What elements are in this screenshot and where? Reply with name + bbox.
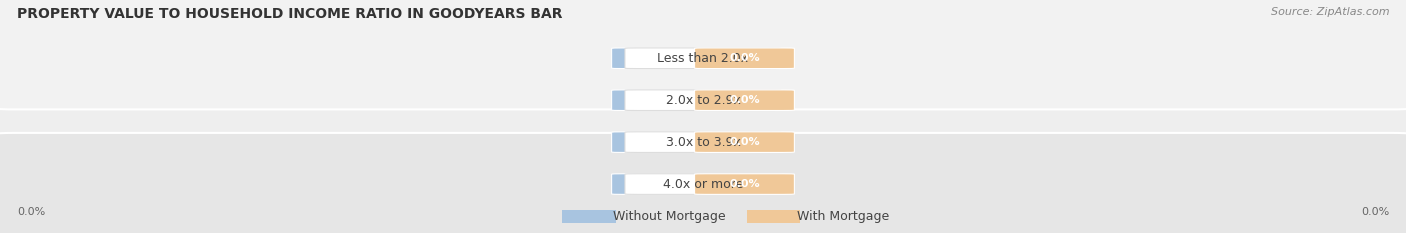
FancyBboxPatch shape xyxy=(562,209,616,223)
FancyBboxPatch shape xyxy=(612,48,711,69)
FancyBboxPatch shape xyxy=(612,132,711,152)
FancyBboxPatch shape xyxy=(624,174,782,194)
FancyBboxPatch shape xyxy=(695,132,794,152)
Text: 0.0%: 0.0% xyxy=(730,95,759,105)
Text: Less than 2.0x: Less than 2.0x xyxy=(658,52,748,65)
Text: Without Mortgage: Without Mortgage xyxy=(613,209,725,223)
Text: 0.0%: 0.0% xyxy=(730,53,759,63)
Text: 0.0%: 0.0% xyxy=(647,95,676,105)
FancyBboxPatch shape xyxy=(612,90,711,110)
Text: 0.0%: 0.0% xyxy=(647,53,676,63)
FancyBboxPatch shape xyxy=(0,0,1406,110)
Text: 4.0x or more: 4.0x or more xyxy=(662,178,744,191)
Text: 0.0%: 0.0% xyxy=(1361,207,1389,217)
FancyBboxPatch shape xyxy=(0,133,1406,233)
Text: 2.0x to 2.9x: 2.0x to 2.9x xyxy=(665,94,741,107)
Text: 0.0%: 0.0% xyxy=(730,137,759,147)
FancyBboxPatch shape xyxy=(747,209,800,223)
FancyBboxPatch shape xyxy=(624,90,782,110)
Text: PROPERTY VALUE TO HOUSEHOLD INCOME RATIO IN GOODYEARS BAR: PROPERTY VALUE TO HOUSEHOLD INCOME RATIO… xyxy=(17,7,562,21)
FancyBboxPatch shape xyxy=(695,48,794,69)
FancyBboxPatch shape xyxy=(624,48,782,69)
Text: 3.0x to 3.9x: 3.0x to 3.9x xyxy=(665,136,741,149)
FancyBboxPatch shape xyxy=(612,174,711,194)
FancyBboxPatch shape xyxy=(695,174,794,194)
Text: Source: ZipAtlas.com: Source: ZipAtlas.com xyxy=(1271,7,1389,17)
Text: 0.0%: 0.0% xyxy=(730,179,759,189)
Text: With Mortgage: With Mortgage xyxy=(797,209,890,223)
FancyBboxPatch shape xyxy=(695,90,794,110)
Text: 0.0%: 0.0% xyxy=(17,207,45,217)
Text: 0.0%: 0.0% xyxy=(647,137,676,147)
FancyBboxPatch shape xyxy=(624,132,782,152)
Text: 0.0%: 0.0% xyxy=(647,179,676,189)
